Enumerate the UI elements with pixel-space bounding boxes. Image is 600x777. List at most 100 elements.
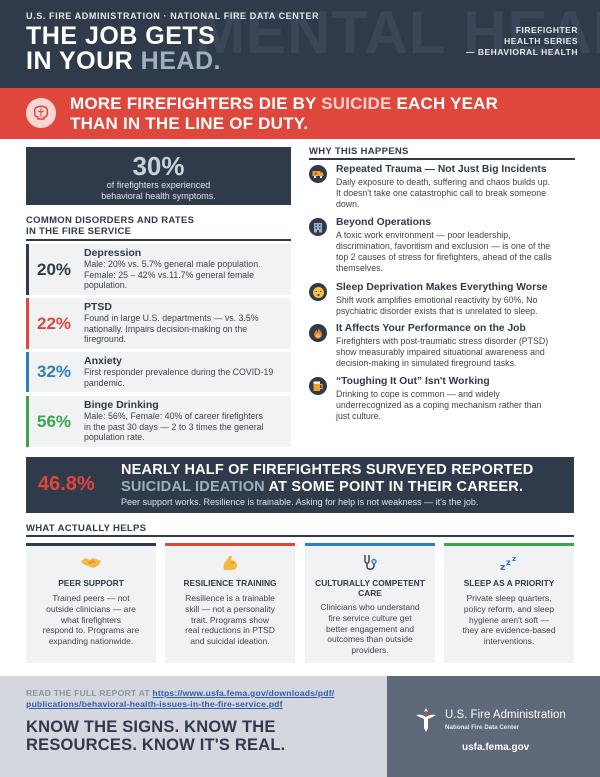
disorder-desc: Male: 20% vs. 5.7% general male populati… [84,259,261,269]
disorder-desc: population rate. [84,432,145,443]
series-label: FIREFIGHTER HEALTH SERIES — BEHAVIORAL H… [466,25,578,58]
disorder-name: Anxiety [84,355,122,367]
why-desc-line: Drinking to cope is common — and widely [336,389,500,399]
disorder-name: PTSD [84,301,113,313]
stat-line: of firefighters experienced [106,180,211,190]
disorder-row-anxiety: 32% Anxiety First responder prevalence d… [26,352,291,392]
card-desc: Private sleep quarters, policy reform, a… [444,593,574,647]
why-desc-line: themselves. [336,263,383,273]
title-line2: IN YOUR HEAD. [26,49,221,74]
divider [26,535,574,537]
card-desc-line: better engagement and [326,623,414,634]
handshake-icon [80,552,102,574]
card-desc-line: providers. [351,645,389,656]
svg-text:z: z [506,558,511,567]
disorder-text: Binge Drinking Male: 56%, Female: 40% of… [84,399,283,443]
divider [26,239,291,241]
help-card-peer-support: PEER SUPPORT Trained peers — not outside… [26,543,156,663]
card-title: PEER SUPPORT [58,578,124,588]
banner-line1: MORE FIREFIGHTERS DIE BY SUICIDE EACH YE… [70,94,498,114]
banner-line1-a: MORE FIREFIGHTERS DIE BY [70,94,322,113]
card-desc-line: Resilience is a trainable [185,593,275,603]
org-name: U.S. Fire Administration [445,709,566,721]
series-line: HEALTH SERIES [504,36,578,46]
series-line: FIREFIGHTER [515,25,578,35]
stethoscope-icon [359,552,381,574]
disorder-desc: Found in large U.S. departments — vs. 3.… [84,313,259,323]
disorder-pct: 56% [36,411,72,431]
disorders-title: COMMON DISORDERS AND RATES IN THE FIRE S… [26,215,194,237]
disorder-desc: First responder prevalence during the CO… [84,367,274,377]
card-title: CULTURALLY COMPETENT CARE [305,578,435,598]
card-title-line: CARE [358,588,382,598]
why-desc-line: decision-making in simulated fireground … [336,358,517,368]
row-accent [26,352,29,392]
card-desc: Clinicians who understand fire service c… [305,602,435,656]
title-line2-text: IN YOUR [26,47,141,75]
why-desc-line: It doesn't take one catastrophic call to… [336,188,546,198]
disorder-row-depression: 20% Depression Male: 20% vs. 5.7% genera… [26,244,291,295]
svg-text:z: z [512,555,516,563]
stat-line: behavioral health symptoms. [101,191,216,201]
why-desc-line: A toxic work environment — poor leadersh… [336,230,511,240]
report-url-link[interactable]: publications/behavioral-health-issues-in… [26,699,283,709]
report-url-link[interactable]: https://www.usfa.fema.gov/downloads/pdf/ [152,688,335,698]
website-link[interactable]: usfa.fema.gov [462,742,530,753]
card-desc-line: hygiene aren't soft — [468,614,550,625]
card-desc-line: respond to. Programs are [42,625,140,636]
disorder-desc: nationally. Impairs decision-making on t… [84,323,248,334]
disorder-text: PTSD Found in large U.S. departments — v… [84,301,283,345]
help-card-culturally-competent-care: CULTURALLY COMPETENT CARE Clinicians who… [305,543,435,663]
ideation-line1: NEARLY HALF OF FIREFIGHTERS SURVEYED REP… [121,462,534,478]
why-item-operations: Beyond Operations A toxic work environme… [309,217,579,279]
ideation-headline: NEARLY HALF OF FIREFIGHTERS SURVEYED REP… [121,462,533,496]
why-desc: Shift work amplifies emotional reactivit… [336,295,581,317]
building-icon [309,218,327,236]
why-desc: Drinking to cope is common — and widely … [336,389,581,422]
card-desc-line: Trained peers — not [52,593,130,603]
why-desc-line: just culture. [336,411,381,421]
card-desc-line: what firefighters [61,614,121,625]
divider [309,158,575,160]
card-desc-line: policy reform, and sleep [463,603,555,614]
footer-left: READ THE FULL REPORT AT https://www.usfa… [0,676,387,777]
why-title-text: “Toughing It Out” Isn't Working [336,376,490,387]
series-line: — BEHAVIORAL HEALTH [466,47,578,57]
flame-icon [309,324,327,342]
card-accent [165,543,295,546]
why-title-text: Sleep Deprivation Makes Everything Worse [336,282,548,293]
card-desc-line: real reductions in PTSD [185,625,275,636]
row-accent [26,298,29,349]
why-title-text: It Affects Your Performance on the Job [336,323,526,334]
why-item-trauma: Repeated Trauma — Not Just Big Incidents… [309,164,579,214]
disorder-row-ptsd: 22% PTSD Found in large U.S. departments… [26,298,291,349]
banner-line1-c: EACH YEAR [391,94,499,113]
disorder-desc: in the past 30 days — 2 to 3 times the g… [84,421,264,432]
brain-icon [26,98,56,128]
disorder-pct: 22% [36,313,72,333]
card-desc-line: outcomes than outside [327,634,413,645]
why-item-performance: It Affects Your Performance on the Job F… [309,323,579,373]
card-title: RESILIENCE TRAINING [183,578,277,588]
card-desc-line: outside clinicians — are [46,603,136,614]
why-desc: A toxic work environment — poor leadersh… [336,230,581,274]
footer-right: U.S. Fire Administration National Fire D… [387,676,600,777]
disorder-name: Binge Drinking [84,399,159,411]
help-card-resilience-training: RESILIENCE TRAINING Resilience is a trai… [165,543,295,663]
org-subtitle: National Fire Data Center [445,724,519,731]
why-desc-line: show measurably impaired situational awa… [336,347,545,357]
suicide-banner: MORE FIREFIGHTERS DIE BY SUICIDE EACH YE… [0,88,600,139]
disorder-pct: 20% [36,259,72,279]
why-desc-line: Daily exposure to death, suffering and c… [336,177,551,187]
header-watermark: MENTAL HEALTH [195,0,600,66]
card-desc-line: they are evidence-based [462,625,556,636]
tagline-line: RESOURCES. KNOW IT'S REAL. [26,736,286,754]
card-desc-line: fire service culture get [328,612,412,623]
card-desc-line: Private sleep quarters, [466,593,552,603]
disorder-desc: Male: 56%, Female: 40% of career firefig… [84,411,263,421]
card-desc-line: expanding nationwide. [48,636,134,647]
title-line1: THE JOB GETS [26,22,216,50]
ideation-highlight: SUICIDAL IDEATION [121,479,265,495]
